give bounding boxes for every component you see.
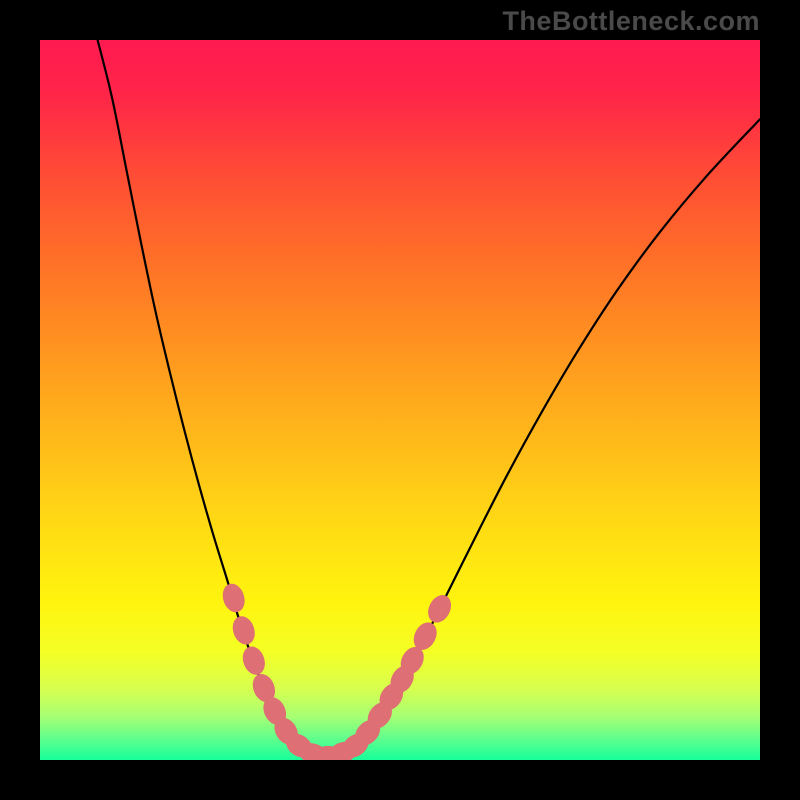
gradient-background — [40, 40, 760, 760]
chart-canvas: TheBottleneck.com — [0, 0, 800, 800]
plot-area — [40, 40, 760, 760]
plot-svg — [40, 40, 760, 760]
watermark-text: TheBottleneck.com — [502, 6, 760, 37]
